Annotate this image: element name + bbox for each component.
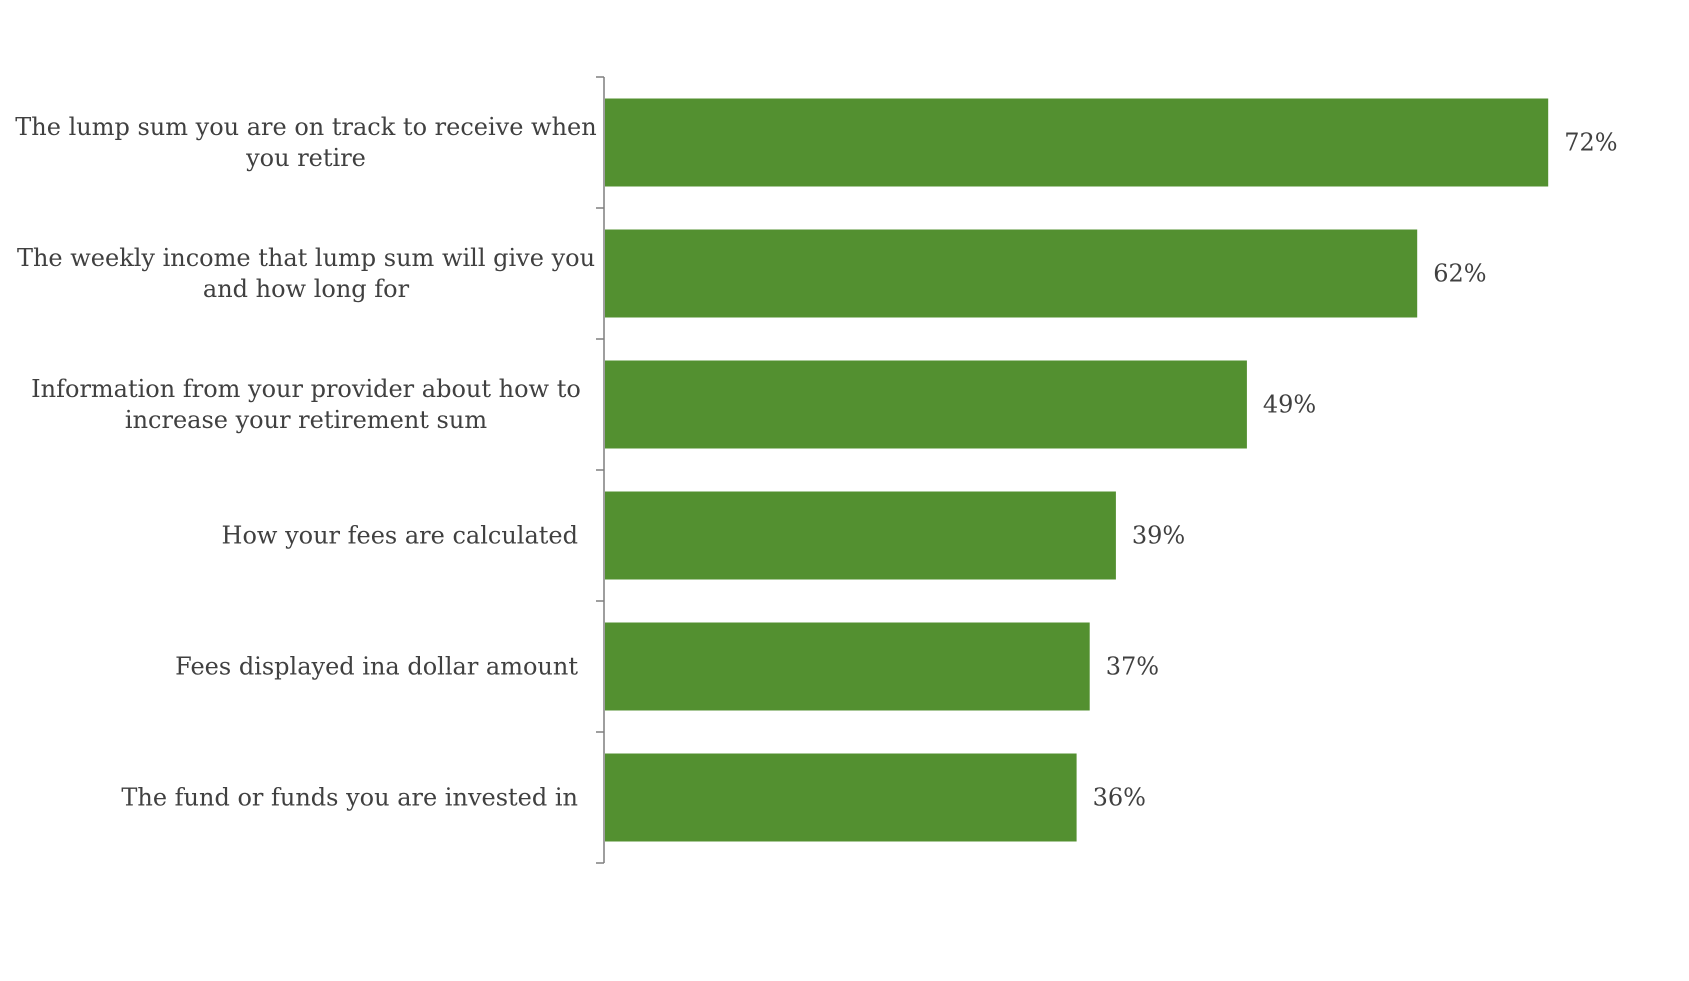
category-label-line: The weekly income that lump sum will giv… (17, 244, 595, 272)
category-label: Information from your provider about how… (31, 375, 581, 434)
category-label: How your fees are calculated (222, 522, 578, 550)
data-label: 49% (1263, 391, 1316, 419)
data-label: 39% (1132, 522, 1185, 550)
bar (605, 753, 1077, 842)
category-axis (596, 76, 605, 864)
category-label: The fund or funds you are invested in (121, 784, 578, 812)
bar (605, 491, 1116, 580)
category-label-line: How your fees are calculated (222, 522, 578, 550)
category-label-line: you retire (245, 144, 366, 172)
category-label: The lump sum you are on track to receive… (15, 113, 596, 172)
bar (605, 229, 1418, 318)
data-label: 37% (1106, 653, 1159, 681)
value-labels: 72% 62% 49% 39% 37% 36% (1093, 129, 1618, 812)
category-label-line: Fees displayed ina dollar amount (175, 653, 578, 681)
category-label: Fees displayed ina dollar amount (175, 653, 578, 681)
category-label-line: The lump sum you are on track to receive… (15, 113, 596, 141)
category-labels: The lump sum you are on track to receive… (15, 113, 596, 812)
data-label: 36% (1093, 784, 1146, 812)
category-label-line: and how long for (203, 275, 410, 303)
bars (605, 98, 1549, 842)
category-label-line: Information from your provider about how… (31, 375, 581, 403)
bar (605, 622, 1090, 711)
bar (605, 360, 1247, 449)
data-label: 62% (1433, 260, 1486, 288)
category-label-line: increase your retirement sum (125, 406, 487, 434)
bar (605, 98, 1549, 187)
data-label: 72% (1564, 129, 1617, 157)
category-label-line: The fund or funds you are invested in (121, 784, 578, 812)
category-label: The weekly income that lump sum will giv… (17, 244, 595, 303)
